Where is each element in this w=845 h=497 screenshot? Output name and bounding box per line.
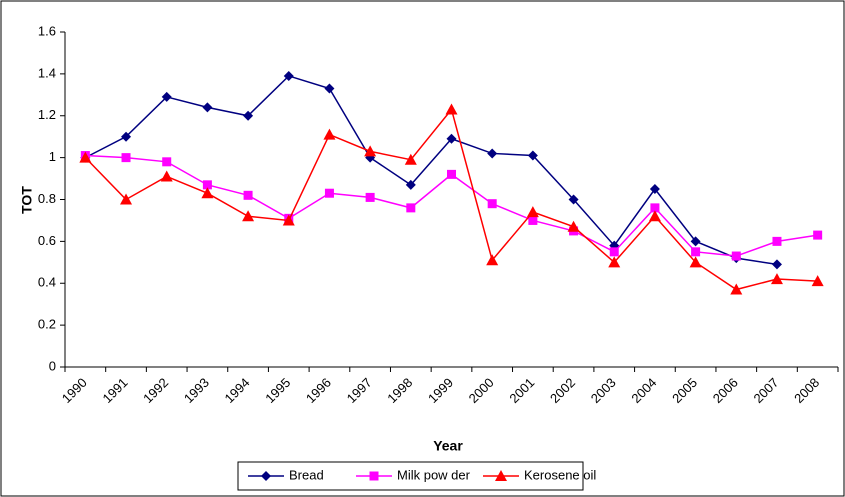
marker <box>487 199 497 209</box>
marker <box>365 192 375 202</box>
legend-marker <box>495 470 507 481</box>
y-tick-label: 0.8 <box>38 191 56 206</box>
marker <box>527 150 538 161</box>
legend-marker <box>369 471 379 481</box>
marker <box>771 259 782 270</box>
marker <box>323 128 336 140</box>
marker <box>486 254 499 266</box>
marker <box>811 275 824 287</box>
marker <box>282 214 295 226</box>
marker <box>364 145 377 157</box>
marker <box>202 180 212 190</box>
legend-label: Kerosene oil <box>524 467 596 482</box>
legend-label: Milk pow der <box>397 467 471 482</box>
y-axis-title: TOT <box>19 186 35 214</box>
marker <box>201 187 214 199</box>
marker <box>120 193 133 205</box>
y-tick-label: 1.4 <box>38 65 56 80</box>
marker <box>79 151 92 163</box>
marker <box>608 256 621 268</box>
marker <box>243 110 254 121</box>
marker <box>324 83 335 94</box>
legend-marker <box>261 471 271 481</box>
marker <box>404 153 417 165</box>
marker <box>283 70 294 81</box>
marker <box>648 210 661 222</box>
marker <box>526 206 539 218</box>
marker <box>770 273 783 285</box>
marker <box>161 91 172 102</box>
marker <box>406 203 416 213</box>
marker <box>405 179 416 190</box>
marker <box>650 203 660 213</box>
y-tick-label: 1.2 <box>38 107 56 122</box>
marker <box>568 194 579 205</box>
y-tick-label: 0.4 <box>38 275 56 290</box>
marker <box>242 210 255 222</box>
marker <box>243 190 253 200</box>
marker <box>324 188 334 198</box>
legend-box <box>237 461 584 491</box>
y-tick-label: 0.2 <box>38 317 56 332</box>
marker <box>772 236 782 246</box>
marker <box>121 131 132 142</box>
marker <box>609 247 619 257</box>
marker <box>731 251 741 261</box>
x-axis-title: Year <box>433 438 463 454</box>
marker <box>121 153 131 163</box>
marker <box>160 170 173 182</box>
y-tick-label: 1 <box>49 149 56 164</box>
marker <box>567 220 580 232</box>
y-tick-label: 0 <box>49 358 56 373</box>
marker <box>689 256 702 268</box>
marker <box>730 283 743 295</box>
marker <box>690 236 701 247</box>
y-tick-label: 1.6 <box>38 23 56 38</box>
marker <box>813 230 823 240</box>
marker <box>162 157 172 167</box>
marker <box>202 102 213 113</box>
y-tick-label: 0.6 <box>38 233 56 248</box>
series-line <box>84 75 778 266</box>
marker <box>445 103 458 115</box>
legend-label: Bread <box>289 467 324 482</box>
marker <box>487 148 498 159</box>
marker <box>691 247 701 257</box>
marker <box>446 133 457 144</box>
marker <box>528 215 538 225</box>
marker <box>447 169 456 179</box>
marker <box>649 184 660 195</box>
